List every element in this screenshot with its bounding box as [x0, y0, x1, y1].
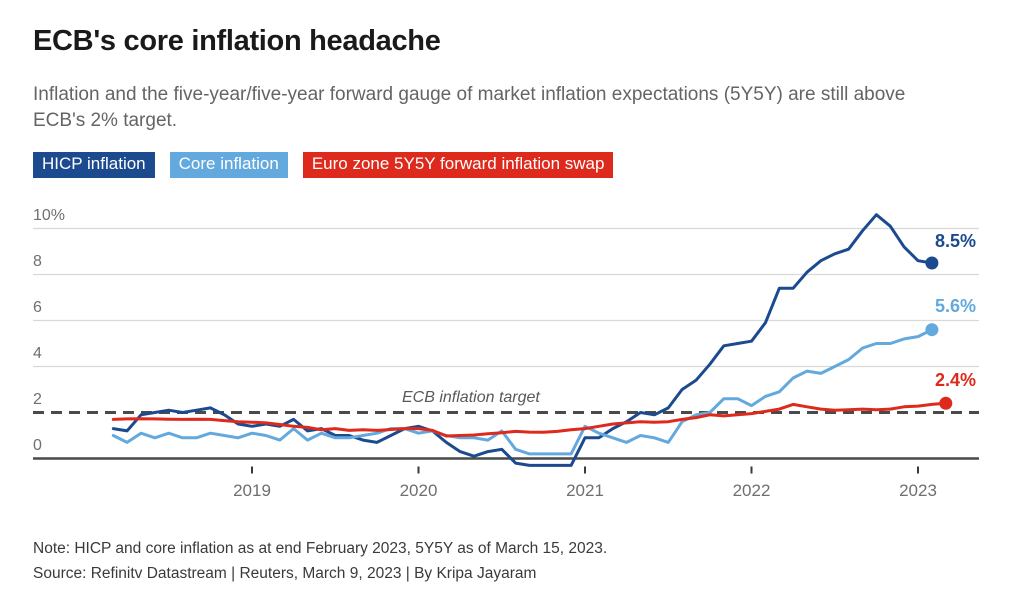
- end-value-label-swap: 2.4%: [934, 370, 976, 390]
- series-end-dot: [939, 396, 953, 410]
- legend-item-core-inflation: Core inflation: [169, 152, 288, 178]
- legend-item-hicp-inflation: HICP inflation: [33, 152, 155, 178]
- x-axis-label: 2023: [899, 481, 937, 500]
- series-line: [111, 328, 934, 456]
- chart-title: ECB's core inflation headache: [33, 25, 441, 57]
- series-line: [111, 401, 948, 438]
- target-line-label: ECB inflation target: [402, 389, 540, 406]
- legend: HICP inflation Core inflation Euro zone …: [33, 152, 614, 178]
- y-axis-label: 0: [33, 436, 42, 454]
- x-axis-label: 2019: [233, 481, 271, 500]
- x-axis-label: 2021: [566, 481, 604, 500]
- x-axis-label: 2022: [732, 481, 771, 500]
- series-line: [111, 213, 934, 467]
- end-value-label-hicp: 8.5%: [934, 231, 976, 251]
- y-axis-label: 2: [33, 390, 42, 408]
- y-axis-label: 8: [33, 252, 42, 270]
- series-end-dot: [925, 323, 939, 337]
- chart-subtitle: Inflation and the five-year/five-year fo…: [33, 84, 906, 131]
- y-axis-label: 4: [33, 344, 42, 362]
- end-value-label-core: 5.6%: [934, 296, 976, 316]
- y-axis-label: 10%: [33, 206, 66, 224]
- y-axis-label: 6: [33, 298, 42, 316]
- chart-note: Note: HICP and core inflation as at end …: [33, 540, 608, 557]
- x-axis-label: 2020: [399, 481, 438, 500]
- chart-source: Source: Refinitv Datastream | Reuters, M…: [33, 565, 537, 582]
- series-end-dot: [925, 256, 939, 270]
- legend-item-5y5y-swap: Euro zone 5Y5Y forward inflation swap: [302, 152, 614, 178]
